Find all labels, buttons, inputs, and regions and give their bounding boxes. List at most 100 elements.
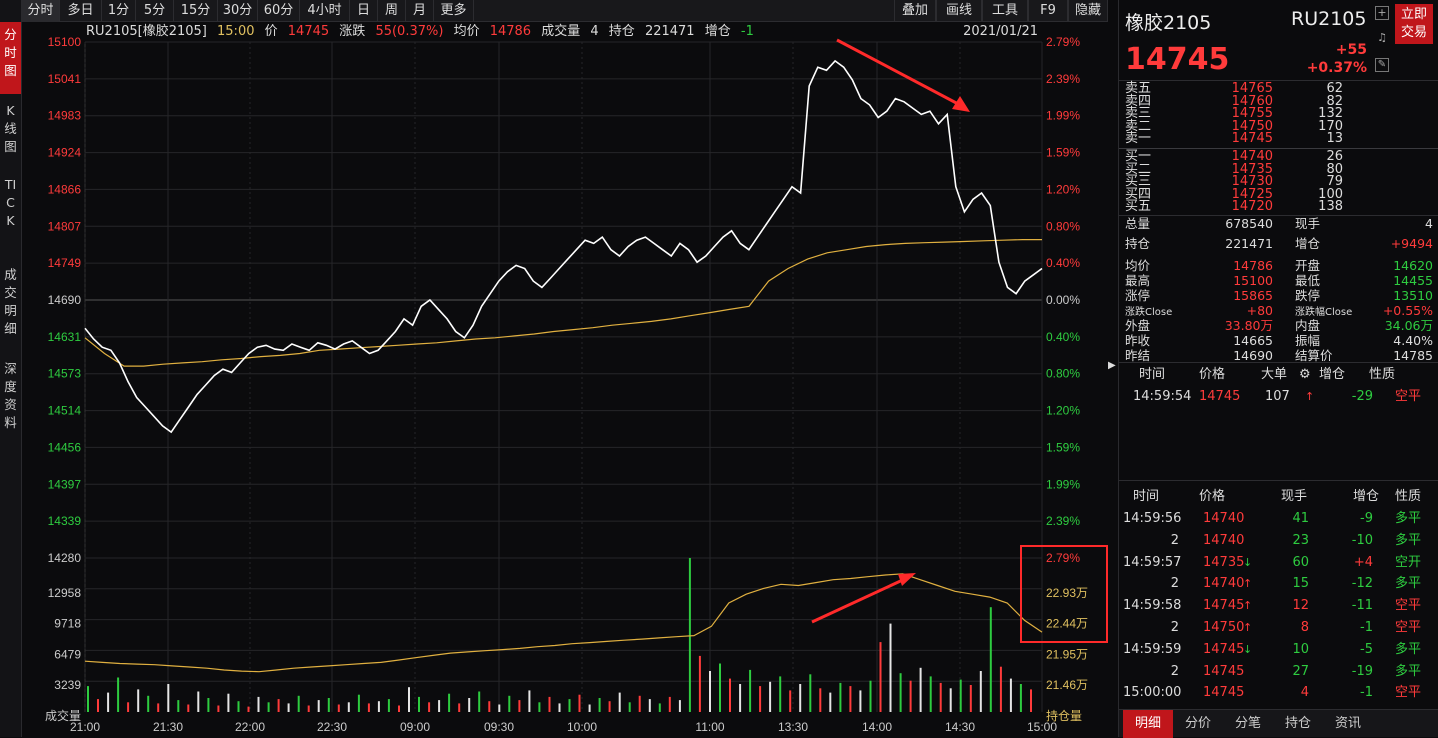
bids-volume: 26 [1326, 149, 1343, 164]
bids-volume: 138 [1318, 199, 1343, 215]
volume-bar [327, 698, 330, 712]
bids-row: 买五 14720 138 [1119, 200, 1438, 213]
tick-nature: 空开 [1395, 554, 1422, 570]
volume-bar [257, 696, 260, 712]
add-watchlist-icon[interactable]: + [1375, 6, 1389, 20]
asks-label: 卖五 [1125, 81, 1152, 96]
volume-bar [87, 686, 89, 712]
detail-tab-1[interactable]: 分价 [1184, 716, 1211, 731]
tick-time: 14:59:57 [1123, 554, 1182, 570]
tool-button-1[interactable]: 画线 [936, 0, 982, 22]
pct-tick-5: 0.80% [1046, 219, 1080, 233]
volume-bar [799, 684, 802, 712]
asks-label: 卖三 [1125, 106, 1152, 122]
volume-bar [939, 682, 942, 712]
volume-bar [769, 681, 772, 712]
view-tab-3[interactable]: 成交明细 [4, 267, 17, 336]
tick-volume: 10 [1292, 641, 1309, 657]
asks-row: 卖一 14745 13 [1119, 132, 1438, 145]
period-tab-9[interactable]: 周 [378, 0, 406, 22]
tick-volume: 4 [1300, 685, 1309, 701]
volume-bar [709, 671, 711, 712]
stat-label: 昨结 [1125, 348, 1150, 364]
annotation-arrowhead-up [898, 573, 916, 586]
tool-button-4[interactable]: 隐藏 [1068, 0, 1108, 22]
stat-label-text: 内盘 [1295, 318, 1321, 333]
bids-label: 买四 [1125, 186, 1152, 202]
stat-value: 221471 [1225, 236, 1273, 251]
tick-price: 14745 [1203, 641, 1245, 657]
asks-row: 卖五 14765 62 [1119, 82, 1438, 95]
view-sidebar: 分时图 K线图 TICK 成交明细深度资料 [0, 0, 22, 737]
detail-tab-3[interactable]: 持仓 [1284, 716, 1311, 731]
period-tab-4[interactable]: 15分 [174, 0, 218, 22]
period-tab-1[interactable]: 多日 [60, 0, 102, 22]
collapse-panel-icon[interactable]: ▶ [1108, 360, 1116, 371]
price-line [84, 59, 1043, 434]
price-tick-6: 14749 [48, 256, 82, 270]
edit-icon[interactable]: ✎ [1375, 58, 1389, 72]
vol-tick-5: 成交量 [45, 708, 81, 723]
period-tab-10[interactable]: 月 [406, 0, 434, 22]
oi-tick-1: 22.93万 [1046, 586, 1088, 600]
tool-button-0[interactable]: 叠加 [894, 0, 936, 22]
stat-value: 14785 [1393, 348, 1433, 363]
period-tab-8[interactable]: 日 [350, 0, 378, 22]
tick-header: 时间 价格 现手 增仓 性质 [1119, 487, 1438, 507]
stat-value: +80 [1246, 303, 1273, 318]
detail-tab-2[interactable]: 分笔 [1234, 716, 1261, 731]
x-tick-0: 21:00 [70, 720, 100, 734]
detail-tab-4[interactable]: 资讯 [1334, 716, 1361, 731]
volume-bar [137, 689, 140, 712]
bell-icon[interactable]: ♫ [1377, 31, 1387, 44]
volume-bar [317, 700, 320, 712]
tool-button-2[interactable]: 工具 [982, 0, 1028, 22]
period-tab-3[interactable]: 5分 [136, 0, 174, 22]
volume-bar [989, 607, 992, 712]
volume-bar [678, 700, 681, 712]
period-tab-6[interactable]: 60分 [258, 0, 300, 22]
asks-row: 卖四 14760 82 [1119, 95, 1438, 108]
view-tab-4[interactable]: 深度资料 [4, 361, 17, 430]
trade-now-button[interactable]: 立即交易 [1395, 4, 1433, 44]
detail-tab-0[interactable]: 明细 [1123, 710, 1173, 738]
tick-volume: 12 [1292, 598, 1309, 614]
view-tab-2[interactable]: TICK [4, 177, 17, 228]
view-tab-0[interactable]: 分时图 [0, 22, 21, 94]
tool-button-3[interactable]: F9 [1028, 0, 1068, 22]
asks-row: 卖三 14755 132 [1119, 107, 1438, 120]
period-tab-0[interactable]: 分时 [22, 0, 60, 22]
big-header-cell: 价格 [1199, 367, 1226, 382]
bids-volume: 80 [1326, 161, 1343, 177]
pct-tick-11: 1.59% [1046, 440, 1080, 454]
period-tab-5[interactable]: 30分 [218, 0, 258, 22]
volume-bar [237, 701, 240, 712]
volume-bar [508, 695, 511, 712]
tick-price: 14740 [1203, 511, 1245, 526]
tick-time: 14:59:58 [1123, 598, 1182, 614]
period-tab-7[interactable]: 4小时 [300, 0, 350, 22]
period-tab-2[interactable]: 1分 [102, 0, 136, 22]
volume-bar [548, 696, 551, 712]
price-change-pct: +0.37% [1306, 60, 1367, 76]
volume-bar [618, 692, 621, 712]
gear-icon[interactable]: ⚙ [1299, 367, 1311, 382]
big-time: 14:59:54 [1133, 389, 1192, 404]
big-oichg: -29 [1351, 389, 1373, 404]
period-tab-11[interactable]: 更多 [434, 0, 474, 22]
tick-row: 2 14750 ↑ 8 -1 空平 [1119, 618, 1438, 638]
bids-price: 14730 [1231, 174, 1273, 190]
view-tab-1[interactable]: K线图 [4, 103, 17, 154]
pct-tick-12: 1.99% [1046, 477, 1080, 491]
pct-tick-7: 0.00% [1046, 293, 1080, 307]
annotation-arrow-up [811, 576, 908, 624]
intraday-chart[interactable]: 21:00 21:30 22:00 22:30 09:00 09:30 10:00 11:00… [22, 22, 1108, 737]
stat-label: 现手 [1295, 216, 1320, 232]
volume-bar [759, 686, 762, 712]
volume-bar [739, 684, 742, 712]
oi-tick-4: 21.46万 [1046, 678, 1088, 692]
asks-volume: 13 [1326, 131, 1343, 147]
tick-time: 2 [1170, 663, 1179, 679]
volume-bar [598, 698, 601, 712]
stat-label-text: 持仓 [1125, 236, 1151, 251]
